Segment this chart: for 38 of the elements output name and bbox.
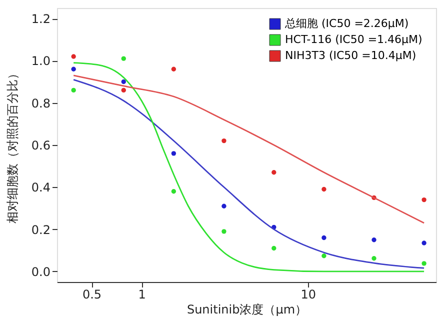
- point: [272, 246, 276, 251]
- point: [121, 88, 126, 93]
- point: [222, 229, 226, 234]
- y-tick-label: 1.2: [31, 12, 50, 26]
- point: [422, 197, 426, 202]
- point: [171, 189, 176, 194]
- point: [222, 204, 226, 208]
- point: [322, 235, 326, 240]
- x-tick-label: 10: [300, 288, 316, 302]
- point: [372, 238, 376, 242]
- y-tick-label: 0.8: [31, 96, 50, 110]
- point: [422, 240, 426, 246]
- point: [272, 170, 276, 175]
- point: [322, 186, 326, 192]
- legend-label: HCT-116 (IC50 =1.46μM): [285, 33, 422, 46]
- point: [121, 79, 126, 84]
- y-tick-label: 1.0: [31, 54, 50, 68]
- point: [422, 261, 426, 266]
- point: [222, 138, 226, 144]
- legend-label: 总细胞 (IC50 =2.26μM): [284, 17, 409, 30]
- legend-label: NIH3T3 (IC50 =10.4μM): [285, 49, 416, 62]
- point: [171, 151, 176, 156]
- line-series: [72, 74, 425, 224]
- point: [71, 88, 76, 93]
- y-tick-label: 0.4: [31, 180, 50, 195]
- x-axis-title: Sunitinib浓度（μm）: [186, 302, 308, 316]
- point: [171, 66, 176, 72]
- y-tick-label: 0.0: [31, 264, 50, 279]
- point: [71, 66, 76, 72]
- y-tick-label: 0.6: [31, 138, 50, 152]
- point: [71, 54, 76, 59]
- point: [322, 254, 326, 258]
- point: [372, 256, 376, 261]
- x-tick-label: 1: [138, 288, 146, 302]
- y-axis-title: 相对细胞数（对照的百分比）: [5, 68, 20, 224]
- y-tick-label: 0.2: [31, 222, 50, 237]
- point: [121, 56, 126, 61]
- x-tick-label: 0.5: [82, 288, 102, 302]
